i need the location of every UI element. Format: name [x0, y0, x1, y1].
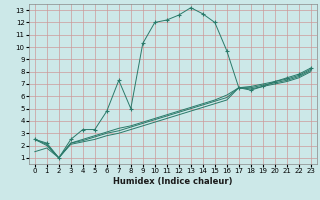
X-axis label: Humidex (Indice chaleur): Humidex (Indice chaleur) [113, 177, 233, 186]
